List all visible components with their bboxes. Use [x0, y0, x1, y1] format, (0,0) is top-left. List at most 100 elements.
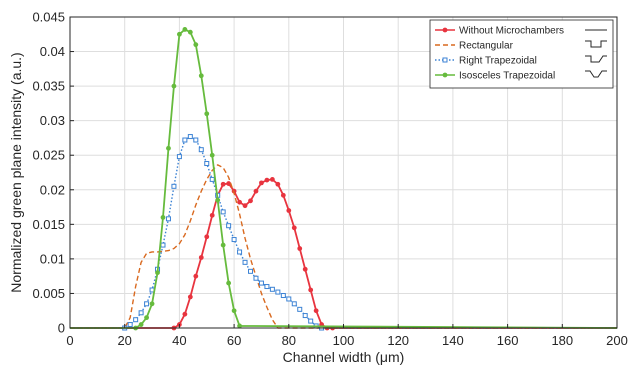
data-point	[253, 275, 259, 281]
data-point	[160, 215, 166, 220]
y-axis-label: Normalized green plane intensity (a.u.)	[8, 52, 24, 292]
legend-box	[429, 19, 614, 89]
data-point	[204, 111, 210, 117]
data-point	[280, 293, 286, 299]
data-point	[275, 289, 281, 295]
data-point	[215, 197, 221, 203]
data-point	[308, 318, 314, 324]
data-point	[144, 301, 150, 307]
data-point	[231, 308, 237, 314]
data-point	[308, 287, 314, 293]
x-tick-label: 120	[387, 333, 409, 348]
data-point	[302, 313, 308, 319]
series-line	[70, 135, 617, 329]
data-point	[198, 73, 204, 79]
data-point	[302, 266, 308, 272]
y-tick-label: 0.015	[32, 217, 65, 232]
data-point	[182, 27, 188, 32]
data-point	[264, 177, 270, 183]
data-point	[242, 259, 248, 265]
data-point	[286, 296, 292, 302]
data-point	[187, 294, 193, 300]
data-point	[297, 246, 303, 251]
x-tick-label: 160	[497, 333, 519, 348]
legend-label: Rectangular	[459, 41, 514, 52]
data-point	[204, 161, 210, 167]
data-point	[291, 225, 297, 231]
data-point	[264, 284, 270, 290]
x-tick-label: 60	[227, 333, 241, 348]
data-point	[144, 315, 149, 321]
y-tick-label: 0.01	[40, 251, 65, 266]
data-point	[138, 322, 144, 327]
data-point	[297, 306, 303, 312]
data-point	[193, 42, 199, 48]
data-point	[226, 280, 232, 286]
data-point	[220, 181, 226, 187]
data-point	[275, 181, 281, 187]
x-tick-label: 40	[172, 333, 186, 348]
data-point	[286, 208, 292, 213]
y-tick-label: 0.03	[40, 113, 65, 128]
series-0	[70, 177, 617, 331]
data-point	[237, 249, 243, 255]
y-tick-label: 0.025	[32, 148, 65, 163]
legend-marker	[442, 27, 448, 33]
data-point	[231, 237, 237, 243]
right-trapezoidal-chamber-icon	[585, 55, 607, 63]
data-point	[209, 152, 215, 158]
data-point	[248, 198, 253, 204]
legend-marker	[442, 57, 448, 63]
isosceles-trapezoidal-chamber-icon	[585, 70, 607, 78]
series-line	[70, 28, 618, 329]
data-point	[237, 199, 242, 205]
data-point	[259, 180, 264, 186]
y-tick-label: 0.04	[40, 44, 65, 59]
legend-label: Without Microchambers	[459, 26, 564, 37]
data-point	[138, 310, 144, 316]
data-point	[165, 216, 171, 222]
data-point	[313, 308, 319, 314]
data-point	[226, 181, 232, 186]
data-point	[269, 177, 275, 182]
y-tick-label: 0.02	[40, 182, 65, 197]
x-tick-label: 0	[66, 333, 73, 348]
data-point	[220, 242, 226, 248]
data-point	[155, 270, 160, 276]
y-tick-label: 0	[58, 321, 65, 336]
data-point	[187, 134, 193, 140]
x-tick-label: 100	[333, 333, 355, 348]
series-1	[70, 164, 617, 329]
data-point	[198, 255, 204, 260]
legend-marker	[442, 72, 448, 78]
y-tick-label: 0.045	[32, 10, 65, 25]
data-point	[226, 223, 232, 229]
data-point	[193, 273, 199, 279]
data-point	[269, 286, 275, 292]
series-3	[70, 27, 618, 331]
x-tick-label: 200	[606, 333, 628, 348]
legend-label: Right Trapezoidal	[459, 56, 537, 67]
data-point	[291, 301, 297, 307]
legend: Without Microchambers Rectangular Right Tr…	[429, 19, 614, 89]
rectangular-chamber-icon	[585, 40, 607, 48]
data-point	[127, 322, 133, 328]
data-point	[166, 145, 171, 151]
legend-label: Isosceles Trapezoidal	[459, 71, 555, 82]
data-point	[280, 192, 286, 198]
data-point	[193, 137, 199, 143]
data-point	[182, 311, 188, 317]
series-line	[70, 164, 617, 329]
data-point	[242, 203, 248, 209]
x-tick-label: 140	[442, 333, 464, 348]
x-tick-label: 20	[117, 333, 131, 348]
data-point	[237, 323, 242, 329]
data-point	[248, 268, 254, 274]
data-point	[176, 154, 182, 160]
data-point	[187, 29, 193, 35]
y-tick-label: 0.005	[32, 286, 65, 301]
x-tick-label: 80	[282, 333, 296, 348]
data-point	[198, 147, 204, 153]
x-axis-label: Channel width (μm)	[283, 349, 405, 365]
